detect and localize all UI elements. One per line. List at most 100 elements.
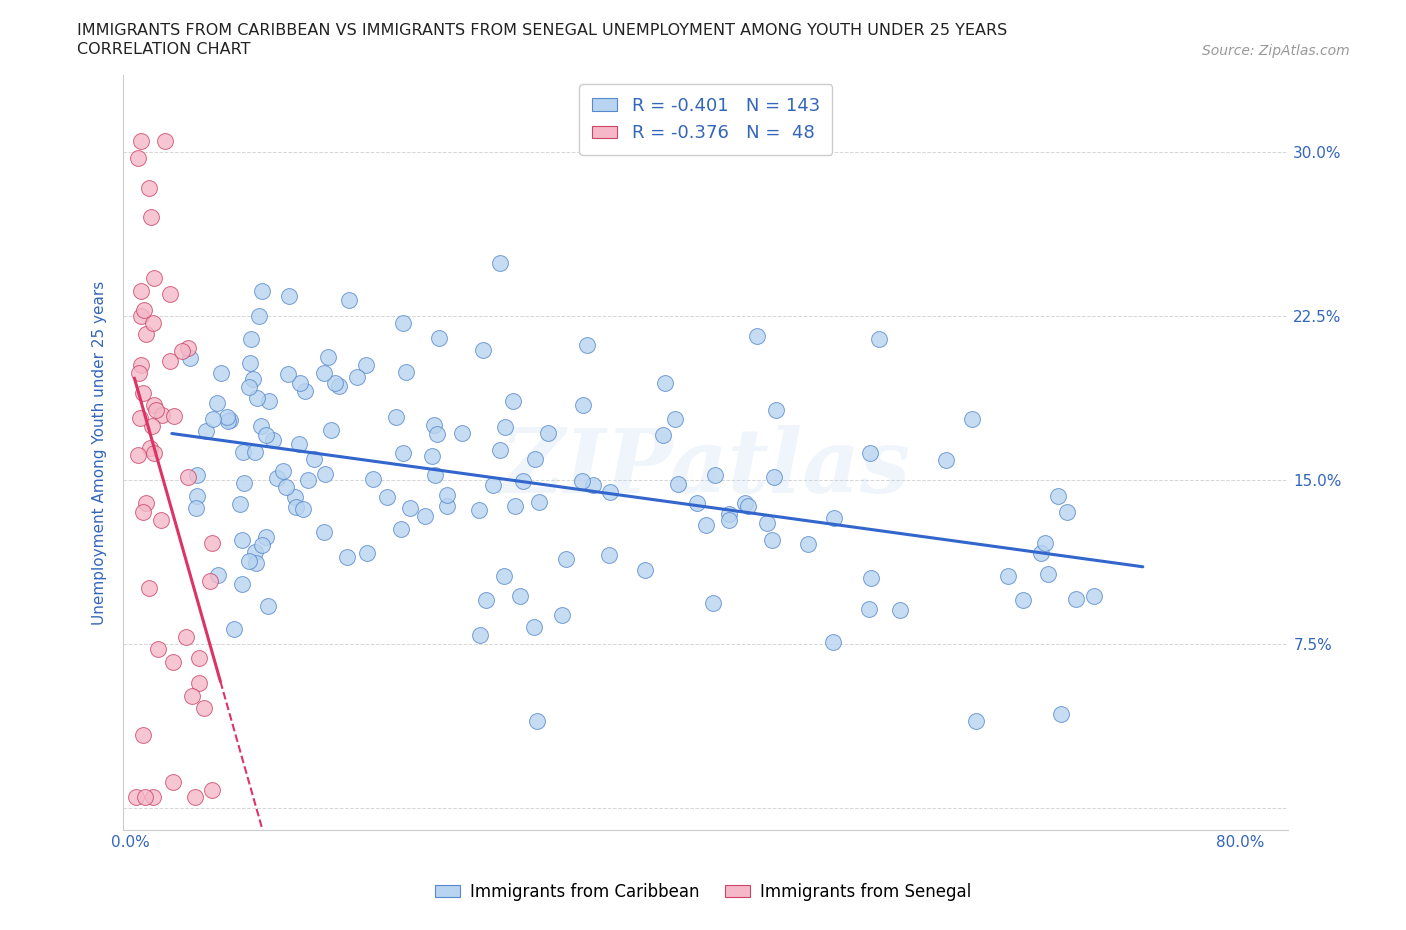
Point: [142, 397, 165, 412]
Point: [868, 332, 890, 347]
Text: Source: ZipAtlas.com: Source: ZipAtlas.com: [1202, 44, 1350, 58]
Point: [254, 428, 277, 443]
Point: [509, 589, 531, 604]
Point: [127, 447, 149, 462]
Point: [201, 536, 224, 551]
Point: [654, 376, 676, 391]
Point: [704, 468, 727, 483]
Point: [215, 409, 238, 424]
Point: [146, 642, 169, 657]
Point: [209, 365, 232, 380]
Point: [761, 533, 783, 548]
Point: [184, 500, 207, 515]
Point: [127, 151, 149, 166]
Point: [718, 512, 741, 527]
Point: [129, 411, 152, 426]
Point: [238, 379, 260, 394]
Text: ZIPatlas: ZIPatlas: [501, 425, 911, 512]
Point: [337, 292, 360, 307]
Point: [747, 328, 769, 343]
Point: [163, 409, 186, 424]
Legend: R = -0.401   N = 143, R = -0.376   N =  48: R = -0.401 N = 143, R = -0.376 N = 48: [579, 85, 832, 154]
Point: [246, 391, 269, 405]
Point: [1083, 589, 1105, 604]
Point: [202, 412, 225, 427]
Point: [239, 332, 262, 347]
Point: [129, 309, 152, 324]
Point: [278, 288, 301, 303]
Point: [138, 181, 160, 196]
Point: [1029, 546, 1052, 561]
Point: [666, 476, 689, 491]
Point: [599, 485, 621, 499]
Point: [346, 369, 368, 384]
Point: [423, 468, 446, 483]
Point: [467, 503, 489, 518]
Point: [142, 790, 165, 804]
Point: [250, 538, 273, 552]
Point: [354, 358, 377, 373]
Point: [132, 727, 155, 742]
Point: [634, 563, 657, 578]
Point: [664, 411, 686, 426]
Point: [142, 316, 165, 331]
Point: [249, 418, 271, 433]
Point: [391, 316, 413, 331]
Point: [198, 574, 221, 589]
Point: [141, 418, 163, 433]
Point: [205, 395, 228, 410]
Point: [162, 655, 184, 670]
Point: [312, 525, 335, 539]
Point: [302, 451, 325, 466]
Point: [139, 209, 162, 224]
Point: [582, 478, 605, 493]
Point: [153, 134, 176, 149]
Point: [187, 676, 209, 691]
Point: [314, 365, 336, 380]
Point: [292, 502, 315, 517]
Text: CORRELATION CHART: CORRELATION CHART: [77, 42, 250, 57]
Point: [242, 372, 264, 387]
Point: [571, 473, 593, 488]
Point: [288, 436, 311, 451]
Point: [231, 577, 253, 591]
Point: [796, 537, 818, 551]
Point: [271, 463, 294, 478]
Point: [361, 472, 384, 486]
Point: [823, 511, 845, 525]
Point: [138, 580, 160, 595]
Point: [756, 515, 779, 530]
Point: [228, 496, 250, 511]
Point: [576, 338, 599, 352]
Point: [935, 453, 957, 468]
Point: [159, 286, 181, 301]
Point: [257, 599, 280, 614]
Point: [132, 504, 155, 519]
Point: [297, 472, 319, 487]
Point: [512, 473, 534, 488]
Point: [174, 630, 197, 644]
Point: [436, 498, 458, 513]
Point: [254, 529, 277, 544]
Legend: Immigrants from Caribbean, Immigrants from Senegal: Immigrants from Caribbean, Immigrants fr…: [429, 876, 977, 908]
Point: [232, 476, 254, 491]
Point: [128, 365, 150, 380]
Point: [420, 449, 443, 464]
Point: [436, 487, 458, 502]
Point: [172, 343, 194, 358]
Point: [150, 407, 173, 422]
Point: [177, 341, 200, 356]
Point: [965, 713, 987, 728]
Point: [186, 468, 208, 483]
Point: [294, 383, 316, 398]
Point: [207, 567, 229, 582]
Point: [527, 494, 550, 509]
Point: [184, 790, 207, 804]
Point: [125, 790, 148, 804]
Point: [494, 419, 516, 434]
Point: [489, 443, 512, 458]
Point: [572, 397, 595, 412]
Point: [134, 790, 156, 804]
Point: [238, 553, 260, 568]
Point: [139, 440, 162, 455]
